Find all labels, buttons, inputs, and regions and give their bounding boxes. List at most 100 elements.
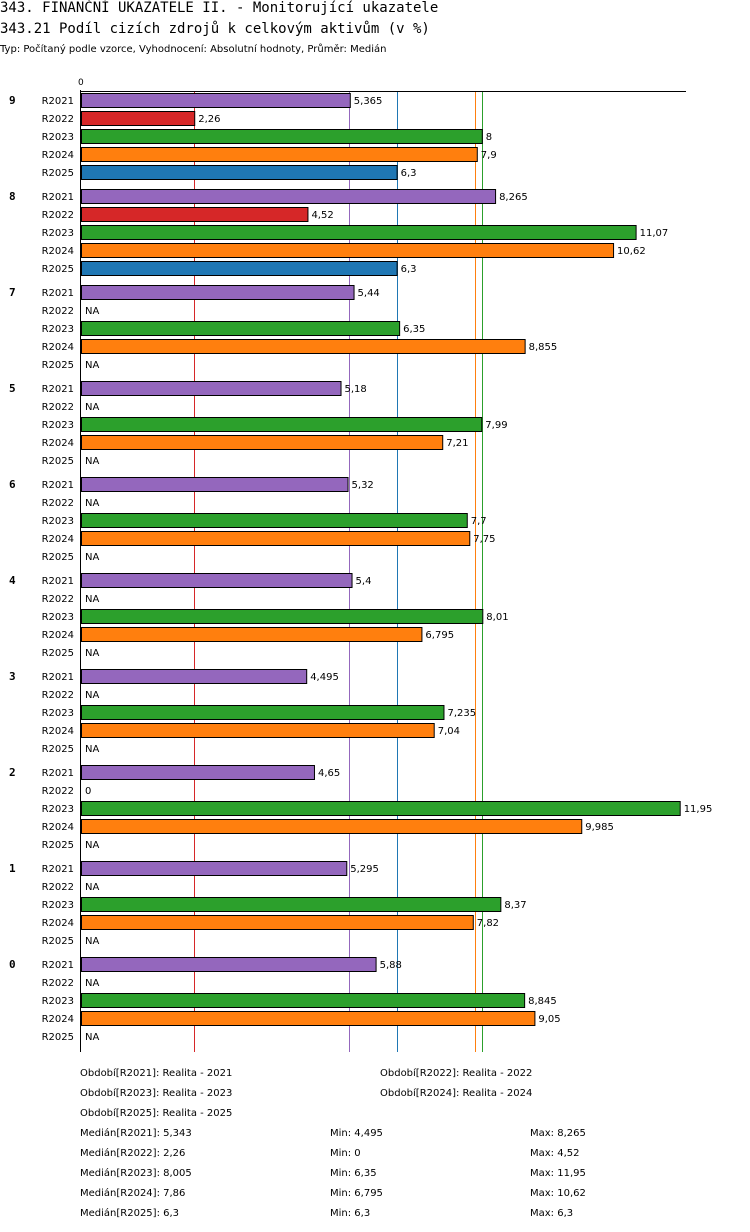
bar-r2023 [81, 129, 483, 144]
data-label: 4,65 [318, 768, 340, 779]
stat-min-r2021: Min: 4,495 [330, 1128, 383, 1139]
group-label-7: 7 [9, 286, 16, 299]
data-label: 10,62 [617, 246, 646, 257]
data-label: NA [85, 648, 99, 659]
series-label: R2023 [42, 612, 74, 623]
legend-period-r2024: Období[R2024]: Realita - 2024 [380, 1088, 533, 1099]
series-label: R2021 [42, 384, 74, 395]
series-label: R2023 [42, 324, 74, 335]
stat-min-r2022: Min: 0 [330, 1148, 361, 1159]
series-label: R2023 [42, 804, 74, 815]
bar-r2021 [81, 477, 349, 492]
legend-period-r2021: Období[R2021]: Realita - 2021 [80, 1068, 233, 1079]
chart-title: 343. FINANČNÍ UKAZATELE II. - Monitorují… [0, 0, 439, 16]
data-label: NA [85, 306, 99, 317]
data-label: 2,26 [198, 114, 220, 125]
series-label: R2024 [42, 1014, 74, 1025]
bar-r2024 [81, 435, 444, 450]
data-label: 8,01 [486, 612, 508, 623]
bar-r2024 [81, 339, 526, 354]
series-label: R2022 [42, 306, 74, 317]
bar-r2022 [81, 207, 309, 222]
series-label: R2023 [42, 228, 74, 239]
data-label: NA [85, 360, 99, 371]
data-label: 5,18 [345, 384, 367, 395]
data-label: 5,88 [380, 960, 402, 971]
stat-min-r2024: Min: 6,795 [330, 1188, 383, 1199]
data-label: 7,04 [438, 726, 460, 737]
series-label: R2021 [42, 576, 74, 587]
series-label: R2025 [42, 552, 74, 563]
bar-r2024 [81, 627, 423, 642]
bar-r2021 [81, 573, 353, 588]
series-label: R2024 [42, 630, 74, 641]
bar-r2024 [81, 915, 474, 930]
data-label: 7,7 [471, 516, 487, 527]
series-label: R2025 [42, 168, 74, 179]
data-label: 8,37 [504, 900, 526, 911]
data-label: 5,44 [358, 288, 380, 299]
legend-period-r2025: Období[R2025]: Realita - 2025 [80, 1108, 233, 1119]
bar-r2021 [81, 93, 351, 108]
series-label: R2021 [42, 768, 74, 779]
data-label: NA [85, 882, 99, 893]
bar-r2022 [81, 111, 196, 126]
series-label: R2021 [42, 288, 74, 299]
series-label: R2021 [42, 960, 74, 971]
bar-r2023 [81, 897, 502, 912]
group-label-8: 8 [9, 190, 16, 203]
series-label: R2022 [42, 978, 74, 989]
stat-median-r2024: Medián[R2024]: 7,86 [80, 1188, 186, 1199]
data-label: 4,495 [310, 672, 339, 683]
series-label: R2022 [42, 498, 74, 509]
data-label: 6,3 [401, 168, 417, 179]
data-label: NA [85, 690, 99, 701]
bar-r2021 [81, 765, 315, 780]
bar-r2023 [81, 321, 401, 336]
stat-max-r2022: Max: 4,52 [530, 1148, 580, 1159]
series-label: R2022 [42, 594, 74, 605]
bar-chart: 0 9 R2021 5,365 R2022 2,26 R2023 8 R2024 7,9 R2025… [9, 78, 712, 1052]
series-label: R2025 [42, 936, 74, 947]
stat-min-r2025: Min: 6,3 [330, 1208, 371, 1219]
data-label: NA [85, 498, 99, 509]
data-label: NA [85, 552, 99, 563]
bar-r2024 [81, 819, 583, 834]
chart-meta: Typ: Počítaný podle vzorce, Vyhodnocení:… [0, 44, 387, 55]
stat-median-r2023: Medián[R2023]: 8,005 [80, 1168, 192, 1179]
series-label: R2025 [42, 456, 74, 467]
data-label: 7,82 [477, 918, 499, 929]
group-label-3: 3 [9, 670, 16, 683]
data-label: 7,99 [485, 420, 507, 431]
bar-r2024 [81, 243, 615, 258]
series-label: R2023 [42, 900, 74, 911]
series-label: R2024 [42, 150, 74, 161]
series-label: R2024 [42, 246, 74, 257]
bar-r2023 [81, 417, 483, 432]
series-label: R2021 [42, 192, 74, 203]
data-label: NA [85, 1032, 99, 1043]
stat-median-r2021: Medián[R2021]: 5,343 [80, 1128, 192, 1139]
data-label: 8 [486, 132, 492, 143]
series-label: R2024 [42, 534, 74, 545]
series-label: R2025 [42, 264, 74, 275]
data-label: 4,52 [311, 210, 333, 221]
series-label: R2021 [42, 864, 74, 875]
stat-max-r2024: Max: 10,62 [530, 1188, 586, 1199]
data-label: 5,4 [356, 576, 372, 587]
legend-period-r2022: Období[R2022]: Realita - 2022 [380, 1068, 533, 1079]
series-label: R2022 [42, 114, 74, 125]
bar-r2023 [81, 513, 468, 528]
bar-r2021 [81, 285, 355, 300]
chart-subtitle: 343.21 Podíl cizích zdrojů k celkovým ak… [0, 21, 430, 37]
data-label: 7,235 [447, 708, 476, 719]
group-label-1: 1 [9, 862, 16, 875]
bar-r2023 [81, 609, 484, 624]
data-label: 6,3 [401, 264, 417, 275]
series-label: R2023 [42, 996, 74, 1007]
series-label: R2023 [42, 516, 74, 527]
data-label: 11,07 [640, 228, 669, 239]
group-label-2: 2 [9, 766, 16, 779]
data-label: 7,21 [446, 438, 468, 449]
group-label-0: 0 [9, 958, 16, 971]
